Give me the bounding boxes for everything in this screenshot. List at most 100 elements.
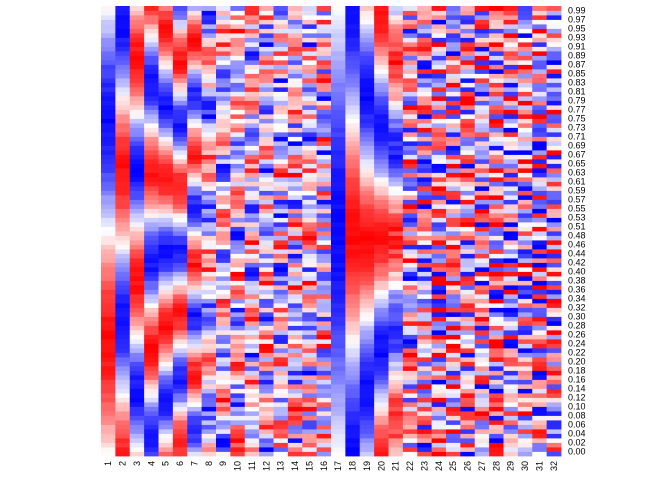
heatmap-cell	[201, 235, 217, 241]
heatmap-cell	[489, 19, 504, 25]
heatmap-cell	[489, 33, 504, 38]
heatmap-cell	[115, 6, 131, 11]
heatmap-cell	[460, 64, 476, 70]
heatmap-cell	[244, 375, 260, 380]
heatmap-cell	[402, 433, 418, 439]
heatmap-cell	[431, 267, 447, 272]
heatmap-cell	[388, 411, 404, 416]
heatmap-cell	[517, 100, 533, 106]
heatmap-cell	[230, 321, 246, 326]
heatmap-cell	[374, 177, 389, 182]
heatmap-cell	[331, 262, 346, 268]
heatmap-cell	[417, 393, 433, 398]
heatmap-cell	[331, 105, 346, 110]
heatmap-cell	[273, 442, 289, 448]
heatmap-cell	[187, 442, 203, 448]
heatmap-cell	[417, 397, 433, 403]
heatmap-cell	[446, 411, 461, 416]
heatmap-cell	[503, 73, 519, 79]
heatmap-cell	[101, 244, 116, 250]
heatmap-cell	[230, 42, 246, 47]
heatmap-cell	[431, 285, 447, 290]
heatmap-cell	[345, 46, 361, 52]
heatmap-cell	[216, 438, 231, 443]
heatmap-cell	[187, 280, 203, 286]
heatmap-cell	[402, 330, 418, 335]
heatmap-cell	[417, 271, 433, 277]
heatmap-cell	[201, 15, 217, 20]
heatmap-cell	[359, 226, 375, 232]
heatmap-cell	[388, 73, 404, 79]
heatmap-cell	[374, 271, 389, 277]
heatmap-cell	[216, 402, 231, 407]
heatmap-cell	[402, 145, 418, 151]
heatmap-cell	[417, 411, 433, 416]
heatmap-cell	[316, 312, 332, 317]
heatmap-cell	[216, 267, 231, 272]
heatmap-cell	[431, 307, 447, 313]
heatmap-cell	[431, 258, 447, 263]
heatmap-cell	[187, 195, 203, 200]
heatmap-cell	[431, 330, 447, 335]
heatmap-cell	[201, 226, 217, 232]
heatmap-cell	[273, 195, 289, 200]
heatmap-cell	[402, 366, 418, 371]
heatmap-cell	[259, 312, 274, 317]
heatmap-cell	[460, 235, 476, 241]
heatmap-cell	[129, 190, 145, 196]
x-tick-label: 6	[175, 461, 185, 466]
heatmap-cell	[402, 397, 418, 403]
heatmap-cell	[172, 109, 188, 115]
heatmap-cell	[129, 96, 145, 101]
x-tick-label: 13	[276, 461, 286, 471]
heatmap-cell	[316, 145, 332, 151]
heatmap-cell	[345, 42, 361, 47]
heatmap-cell	[546, 303, 562, 308]
heatmap-cell	[503, 406, 519, 412]
heatmap-cell	[546, 217, 562, 223]
heatmap-cell	[331, 60, 346, 65]
heatmap-cell	[532, 276, 548, 281]
heatmap-cell	[489, 267, 504, 272]
heatmap-cell	[158, 64, 174, 70]
heatmap-cell	[187, 78, 203, 83]
heatmap-cell	[517, 357, 533, 362]
heatmap-cell	[388, 253, 404, 259]
heatmap-cell	[187, 384, 203, 389]
heatmap-cell	[316, 15, 332, 20]
y-tick-label: 0.16	[568, 375, 586, 385]
heatmap-cell	[374, 402, 389, 407]
heatmap-cell	[273, 303, 289, 308]
heatmap-cell	[287, 154, 303, 160]
heatmap-cell	[187, 168, 203, 173]
heatmap-cell	[273, 190, 289, 196]
heatmap-cell	[503, 312, 519, 317]
heatmap-cell	[172, 217, 188, 223]
heatmap-cell	[474, 96, 490, 101]
heatmap-cell	[374, 163, 389, 169]
heatmap-cell	[158, 451, 174, 457]
heatmap-cell	[374, 28, 389, 34]
heatmap-cell	[345, 60, 361, 65]
heatmap-cell	[374, 127, 389, 133]
heatmap-cell	[345, 262, 361, 268]
heatmap-cell	[503, 6, 519, 11]
heatmap-cell	[230, 127, 246, 133]
heatmap-cell	[101, 199, 116, 205]
heatmap-cell	[316, 217, 332, 223]
heatmap-cell	[201, 213, 217, 218]
heatmap-cell	[431, 114, 447, 119]
heatmap-cell	[517, 105, 533, 110]
heatmap-cell	[474, 325, 490, 331]
heatmap-cell	[201, 96, 217, 101]
heatmap-cell	[345, 429, 361, 434]
heatmap-cell	[402, 258, 418, 263]
heatmap-cell	[503, 204, 519, 209]
heatmap-cell	[230, 424, 246, 430]
heatmap-cell	[431, 42, 447, 47]
heatmap-cell	[431, 312, 447, 317]
heatmap-cell	[446, 366, 461, 371]
heatmap-cell	[374, 231, 389, 236]
heatmap-cell	[158, 28, 174, 34]
heatmap-cell	[446, 388, 461, 394]
